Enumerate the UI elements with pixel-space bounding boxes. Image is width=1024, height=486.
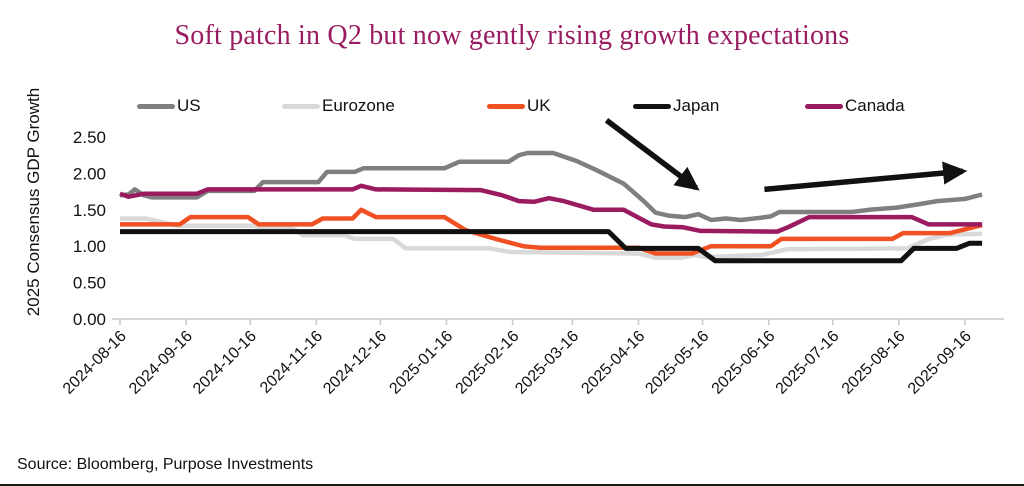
legend-item-eurozone: Eurozone bbox=[282, 94, 395, 118]
svg-text:2025-08-16: 2025-08-16 bbox=[839, 328, 909, 398]
legend-label-eurozone: Eurozone bbox=[322, 96, 395, 115]
svg-text:1.00: 1.00 bbox=[73, 237, 106, 256]
svg-text:2024-10-16: 2024-10-16 bbox=[190, 328, 260, 398]
svg-text:2025-09-16: 2025-09-16 bbox=[905, 328, 975, 398]
svg-text:2025-06-16: 2025-06-16 bbox=[709, 328, 779, 398]
svg-text:2025-02-16: 2025-02-16 bbox=[453, 328, 523, 398]
bottom-border bbox=[0, 484, 1024, 486]
legend-item-canada: Canada bbox=[805, 94, 905, 118]
svg-text:2025-03-16: 2025-03-16 bbox=[512, 328, 582, 398]
eurozone-line-swatch bbox=[282, 103, 320, 109]
legend-label-japan: Japan bbox=[673, 96, 720, 115]
svg-text:0.50: 0.50 bbox=[73, 274, 106, 293]
uk-line-swatch bbox=[487, 103, 525, 109]
svg-text:2.50: 2.50 bbox=[73, 128, 106, 147]
legend-label-canada: Canada bbox=[845, 96, 905, 115]
svg-text:0.00: 0.00 bbox=[73, 310, 106, 329]
japan-line-swatch bbox=[633, 103, 671, 109]
chart-title: Soft patch in Q2 but now gently rising g… bbox=[174, 20, 850, 51]
legend-item-us: US bbox=[137, 94, 201, 118]
svg-text:2025-05-16: 2025-05-16 bbox=[642, 328, 712, 398]
legend: US Eurozone UK Japan Canada bbox=[0, 94, 1024, 118]
us-line-swatch bbox=[137, 103, 175, 109]
svg-text:2024-12-16: 2024-12-16 bbox=[320, 328, 390, 398]
legend-item-japan: Japan bbox=[633, 94, 719, 118]
legend-item-uk: UK bbox=[487, 94, 551, 118]
svg-text:2025-01-16: 2025-01-16 bbox=[386, 328, 456, 398]
source-note: Source: Bloomberg, Purpose Investments bbox=[17, 456, 314, 473]
svg-text:2025-04-16: 2025-04-16 bbox=[578, 328, 648, 398]
svg-text:1.50: 1.50 bbox=[73, 201, 106, 220]
canada-line-swatch bbox=[805, 103, 843, 109]
svg-text:2024-09-16: 2024-09-16 bbox=[126, 328, 196, 398]
svg-text:2024-08-16: 2024-08-16 bbox=[60, 328, 130, 398]
svg-text:2.00: 2.00 bbox=[73, 164, 106, 183]
svg-text:2025-07-16: 2025-07-16 bbox=[773, 328, 843, 398]
svg-text:2024-11-16: 2024-11-16 bbox=[257, 328, 326, 397]
legend-label-uk: UK bbox=[527, 96, 551, 115]
legend-label-us: US bbox=[177, 96, 201, 115]
